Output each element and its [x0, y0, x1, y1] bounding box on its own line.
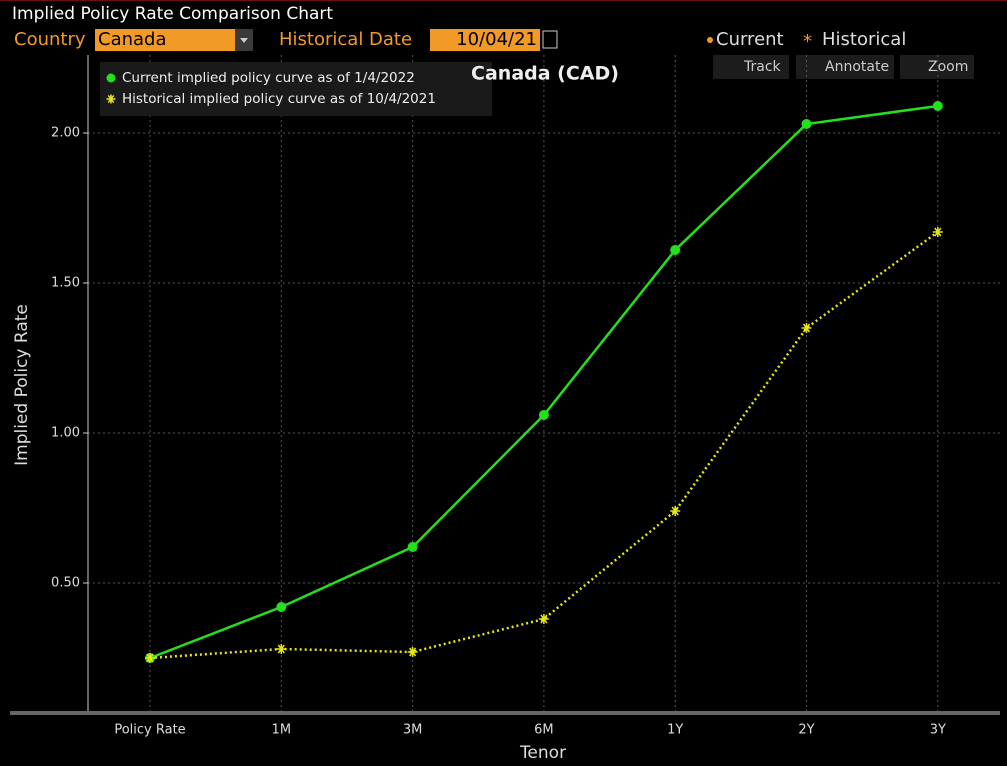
- date-input[interactable]: [430, 29, 540, 51]
- y-tick-label: 2.00: [51, 126, 80, 141]
- chart-title: Canada (CAD): [471, 63, 619, 85]
- legend-label: Current implied policy curve as of 1/4/2…: [122, 70, 415, 86]
- y-tick-label: 1.00: [51, 426, 80, 441]
- point: [538, 614, 549, 624]
- y-axis-label: Implied Policy Rate: [12, 304, 32, 466]
- toggle-star: *: [803, 31, 812, 52]
- x-tick-label: Policy Rate: [114, 723, 185, 738]
- x-tick-label: 3M: [403, 723, 423, 738]
- point: [801, 119, 812, 129]
- x-tick-label: 2Y: [798, 723, 814, 738]
- toggle-dot: [707, 37, 713, 43]
- track-label[interactable]: Track: [743, 59, 782, 75]
- legend-box: [100, 62, 492, 116]
- point: [801, 323, 812, 333]
- x-tick-label: 1M: [272, 723, 292, 738]
- calendar-button[interactable]: [542, 30, 558, 49]
- x-tick-label: 6M: [534, 723, 554, 738]
- x-axis-label: Tenor: [519, 743, 566, 763]
- y-tick-label: 1.50: [51, 276, 80, 291]
- window-title: Implied Policy Rate Comparison Chart: [12, 4, 333, 24]
- point: [670, 245, 681, 255]
- point: [145, 653, 155, 663]
- annotate-button[interactable]: [796, 55, 894, 79]
- x-tick-label: 1Y: [667, 723, 683, 738]
- chart: 0.50 1.00 1.50 2.00 Policy Rate 1M 3M 6M 1Y 2Y 3Y T…: [10, 55, 1000, 763]
- legend-marker: [106, 94, 116, 104]
- country-value[interactable]: Canada: [98, 29, 167, 50]
- zoom-button[interactable]: [900, 55, 974, 79]
- date-value[interactable]: 10/04/21: [456, 29, 537, 50]
- country-input[interactable]: [95, 29, 235, 51]
- point: [932, 101, 943, 111]
- legend-marker: [106, 73, 116, 83]
- point: [407, 647, 418, 657]
- date-label: Historical Date: [279, 29, 412, 50]
- zoom-label[interactable]: Zoom: [928, 59, 968, 75]
- toggle-historical[interactable]: Historical: [822, 29, 906, 50]
- y-tick-label: 0.50: [51, 576, 80, 591]
- track-button[interactable]: [713, 55, 789, 79]
- x-tick-label: 3Y: [930, 723, 946, 738]
- point: [276, 644, 287, 654]
- toggle-current[interactable]: Current: [716, 29, 784, 50]
- point: [276, 602, 287, 612]
- point: [932, 227, 943, 237]
- dropdown-arrow: [240, 38, 248, 43]
- scroll-bar: [10, 711, 1000, 715]
- point: [670, 506, 681, 516]
- point: [538, 410, 549, 420]
- point: [407, 542, 418, 552]
- legend-label: Historical implied policy curve as of 10…: [122, 91, 436, 107]
- annotate-label[interactable]: Annotate: [825, 59, 889, 75]
- country-label: Country: [14, 29, 86, 50]
